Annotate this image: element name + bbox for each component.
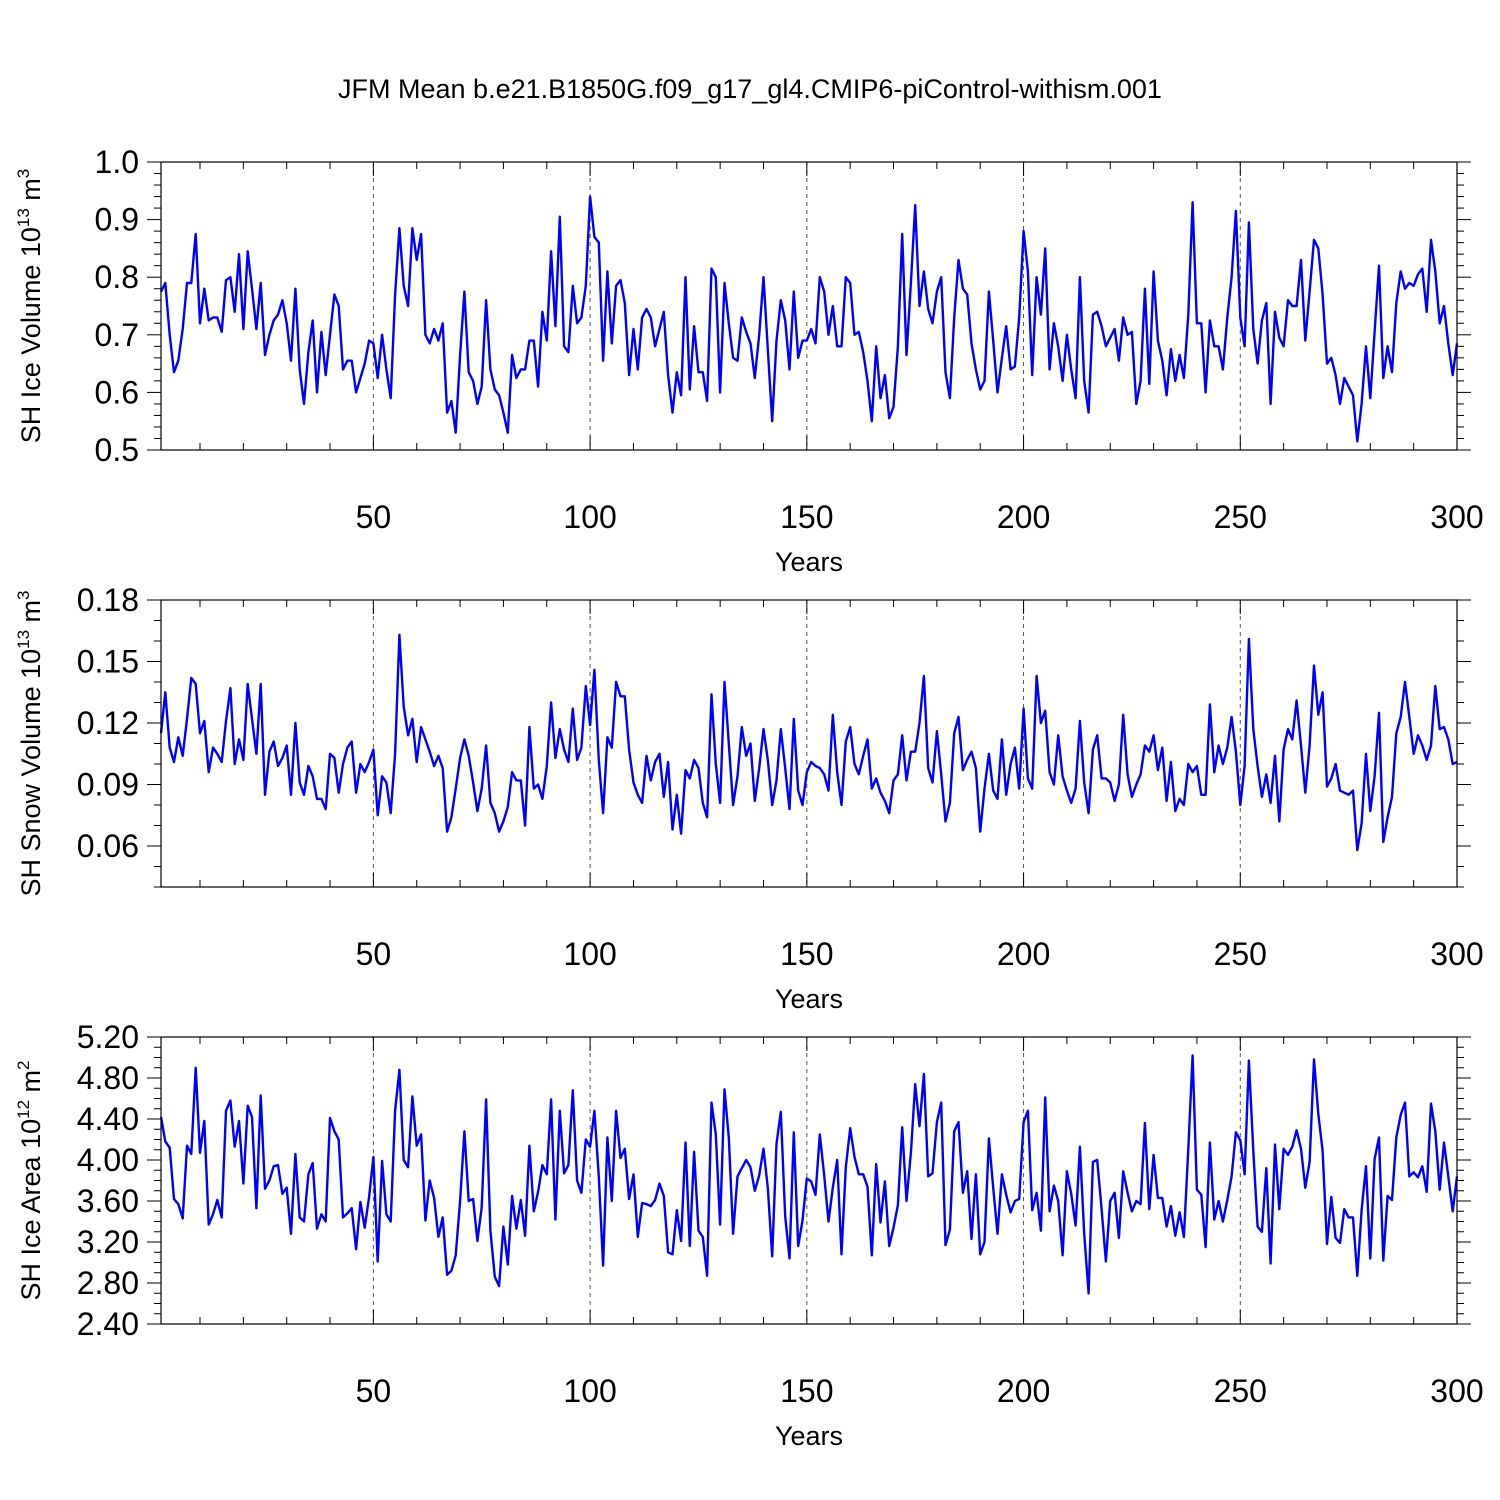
y-tick-label: 4.40 bbox=[77, 1101, 139, 1137]
series-line bbox=[159, 633, 1458, 852]
y-tick-label: 4.80 bbox=[77, 1060, 139, 1096]
y-axis-label: SH Ice Area 1012 m2 bbox=[14, 1061, 46, 1301]
y-tick-label: 4.00 bbox=[77, 1142, 139, 1178]
x-tick-label: 200 bbox=[997, 1373, 1050, 1409]
x-tick-label: 50 bbox=[356, 936, 392, 972]
x-tick-label: 300 bbox=[1430, 499, 1483, 535]
series-line bbox=[159, 1054, 1459, 1295]
y-axis-label: SH Ice Volume 1013 m3 bbox=[14, 169, 46, 444]
x-tick-label: 300 bbox=[1430, 936, 1483, 972]
x-tick-label: 150 bbox=[780, 499, 833, 535]
plot-frame bbox=[160, 599, 1458, 888]
y-tick-label: 0.9 bbox=[95, 202, 139, 238]
x-axis-label: Years bbox=[775, 547, 843, 577]
x-tick-label: 100 bbox=[563, 1373, 616, 1409]
x-tick-label: 150 bbox=[780, 936, 833, 972]
y-tick-label: 0.7 bbox=[95, 317, 139, 353]
y-tick-label: 5.20 bbox=[77, 1019, 139, 1055]
x-tick-label: 200 bbox=[997, 936, 1050, 972]
chart-panel-2: 50 100 150 200 250 300 Years 0.06 0.09 0.12 0.15 0.… bbox=[14, 582, 1484, 1014]
figure-title: JFM Mean b.e21.B1850G.f09_g17_gl4.CMIP6-… bbox=[338, 74, 1162, 104]
y-tick-label: 3.60 bbox=[77, 1183, 139, 1219]
y-tick-label: 0.09 bbox=[77, 767, 139, 803]
series-line bbox=[159, 195, 1459, 443]
x-tick-label: 300 bbox=[1430, 1373, 1483, 1409]
x-tick-label: 200 bbox=[997, 499, 1050, 535]
y-tick-label: 0.6 bbox=[95, 374, 139, 410]
x-tick-label: 150 bbox=[780, 1373, 833, 1409]
x-tick-label: 100 bbox=[563, 499, 616, 535]
chart-panel-3: 50 100 150 200 250 300 Years 2.40 2.80 3.20 3.60 4.… bbox=[14, 1019, 1484, 1451]
x-axis-label: Years bbox=[775, 1421, 843, 1451]
y-tick-label: 0.5 bbox=[95, 432, 139, 468]
y-tick-label: 2.80 bbox=[77, 1265, 139, 1301]
x-tick-label: 250 bbox=[1214, 1373, 1267, 1409]
y-tick-label: 2.40 bbox=[77, 1306, 139, 1342]
y-tick-label: 0.15 bbox=[77, 644, 139, 680]
x-tick-label: 250 bbox=[1214, 499, 1267, 535]
y-tick-label: 0.8 bbox=[95, 259, 139, 295]
x-tick-label: 50 bbox=[356, 1373, 392, 1409]
y-tick-label: 0.12 bbox=[77, 705, 139, 741]
x-tick-label: 100 bbox=[563, 936, 616, 972]
x-axis-label: Years bbox=[775, 984, 843, 1014]
plot-frame bbox=[160, 161, 1458, 451]
chart-panel-1: 50 100 150 200 250 300 Years 0.5 0.6 0.7 0.8 0.9 1.0… bbox=[14, 144, 1484, 577]
y-tick-label: 3.20 bbox=[77, 1224, 139, 1260]
x-tick-label: 50 bbox=[356, 499, 392, 535]
plot-frame bbox=[160, 1036, 1458, 1325]
y-tick-label: 0.06 bbox=[77, 828, 139, 864]
x-tick-label: 250 bbox=[1214, 936, 1267, 972]
y-tick-label: 0.18 bbox=[77, 582, 139, 618]
y-tick-label: 1.0 bbox=[95, 144, 139, 180]
y-axis-label: SH Snow Volume 1013 m3 bbox=[14, 590, 46, 896]
